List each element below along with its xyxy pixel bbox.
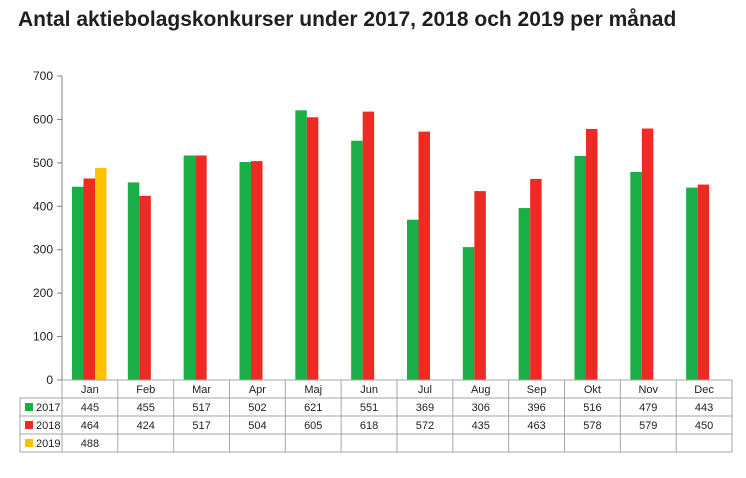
category-label-Dec: Dec (694, 384, 714, 396)
data-label-2018-Jun: 618 (360, 420, 378, 432)
bar-2018-Jun (362, 111, 375, 381)
bar-2018-Apr (251, 161, 263, 380)
data-label-2018-Aug: 435 (472, 420, 490, 432)
legend-swatch-2017 (25, 403, 33, 411)
y-tick-label: 600 (33, 112, 53, 126)
bar-2017-Jun (351, 140, 363, 380)
bar-2017-Jan (72, 186, 84, 380)
data-label-2018-Nov: 579 (639, 420, 657, 432)
data-label-2017-Dec: 443 (695, 402, 713, 414)
data-label-2017-Maj: 621 (304, 402, 322, 414)
y-tick-label: 400 (33, 199, 53, 213)
legend-label-2019: 2019 (36, 438, 60, 450)
bar-2017-Aug (462, 247, 475, 380)
data-label-2017-Feb: 455 (137, 402, 155, 414)
bar-2017-Apr (239, 161, 251, 380)
data-label-2017-Sep: 396 (527, 402, 545, 414)
data-label-2017-Jul: 369 (416, 402, 434, 414)
y-tick-label: 500 (33, 156, 53, 170)
y-tick-label: 300 (33, 243, 53, 257)
category-label-Mar: Mar (192, 384, 211, 396)
data-label-2017-Mar: 517 (192, 402, 210, 414)
y-tick-label: 0 (46, 373, 53, 387)
bar-2018-Jul (418, 131, 430, 380)
chart-title: Antal aktiebolagskonkurser under 2017, 2… (18, 8, 677, 31)
data-label-2017-Jun: 551 (360, 402, 378, 414)
category-label-Okt: Okt (584, 384, 601, 396)
legend-label-2017: 2017 (36, 402, 60, 414)
category-label-Apr: Apr (249, 384, 266, 396)
data-label-2018-Mar: 517 (192, 420, 210, 432)
data-label-2017-Okt: 516 (583, 402, 601, 414)
bar-2017-Mar (183, 155, 196, 380)
bar-2018-Sep (530, 178, 542, 380)
data-label-2018-Jan: 464 (81, 420, 99, 432)
bar-2018-Jan (83, 178, 95, 380)
category-label-Jul: Jul (418, 384, 432, 396)
category-label-Jun: Jun (360, 384, 378, 396)
bar-2017-Nov (630, 171, 642, 380)
legend-label-2018: 2018 (36, 420, 60, 432)
data-label-2017-Aug: 306 (472, 402, 490, 414)
bar-2018-Mar (195, 155, 207, 380)
legend-swatch-2018 (25, 421, 33, 429)
legend-swatch-2019 (25, 439, 33, 447)
category-label-Jan: Jan (81, 384, 99, 396)
data-label-2017-Apr: 502 (248, 402, 266, 414)
bar-2017-Dec (686, 187, 698, 380)
bar-2018-Nov (641, 128, 654, 380)
data-label-2018-Jul: 572 (416, 420, 434, 432)
data-label-2018-Feb: 424 (137, 420, 155, 432)
category-label-Nov: Nov (638, 384, 658, 396)
bar-2017-Okt (574, 155, 586, 380)
bar-2017-Jul (407, 219, 419, 380)
data-label-2017-Jan: 445 (81, 402, 99, 414)
y-tick-label: 200 (33, 286, 53, 300)
data-label-2018-Okt: 578 (583, 420, 601, 432)
category-label-Sep: Sep (527, 384, 547, 396)
bar-2017-Maj (295, 110, 307, 381)
y-tick-label: 700 (33, 69, 53, 83)
bar-2019-Jan (95, 168, 107, 380)
bar-2017-Feb (127, 182, 140, 380)
category-label-Feb: Feb (136, 384, 155, 396)
category-label-Aug: Aug (471, 384, 491, 396)
data-label-2018-Dec: 450 (695, 420, 713, 432)
data-label-2018-Maj: 605 (304, 420, 322, 432)
y-tick-label: 100 (33, 330, 53, 344)
data-label-2019-Jan: 488 (81, 438, 99, 450)
data-label-2017-Nov: 479 (639, 402, 657, 414)
data-label-2018-Sep: 463 (527, 420, 545, 432)
bar-2018-Dec (697, 184, 710, 380)
category-label-Maj: Maj (304, 384, 322, 396)
bar-2018-Maj (306, 117, 319, 380)
data-label-2018-Apr: 504 (248, 420, 266, 432)
bar-2018-Okt (586, 128, 598, 380)
bar-2018-Feb (139, 195, 151, 380)
bar-2017-Sep (518, 208, 531, 380)
bar-2018-Aug (474, 191, 486, 380)
